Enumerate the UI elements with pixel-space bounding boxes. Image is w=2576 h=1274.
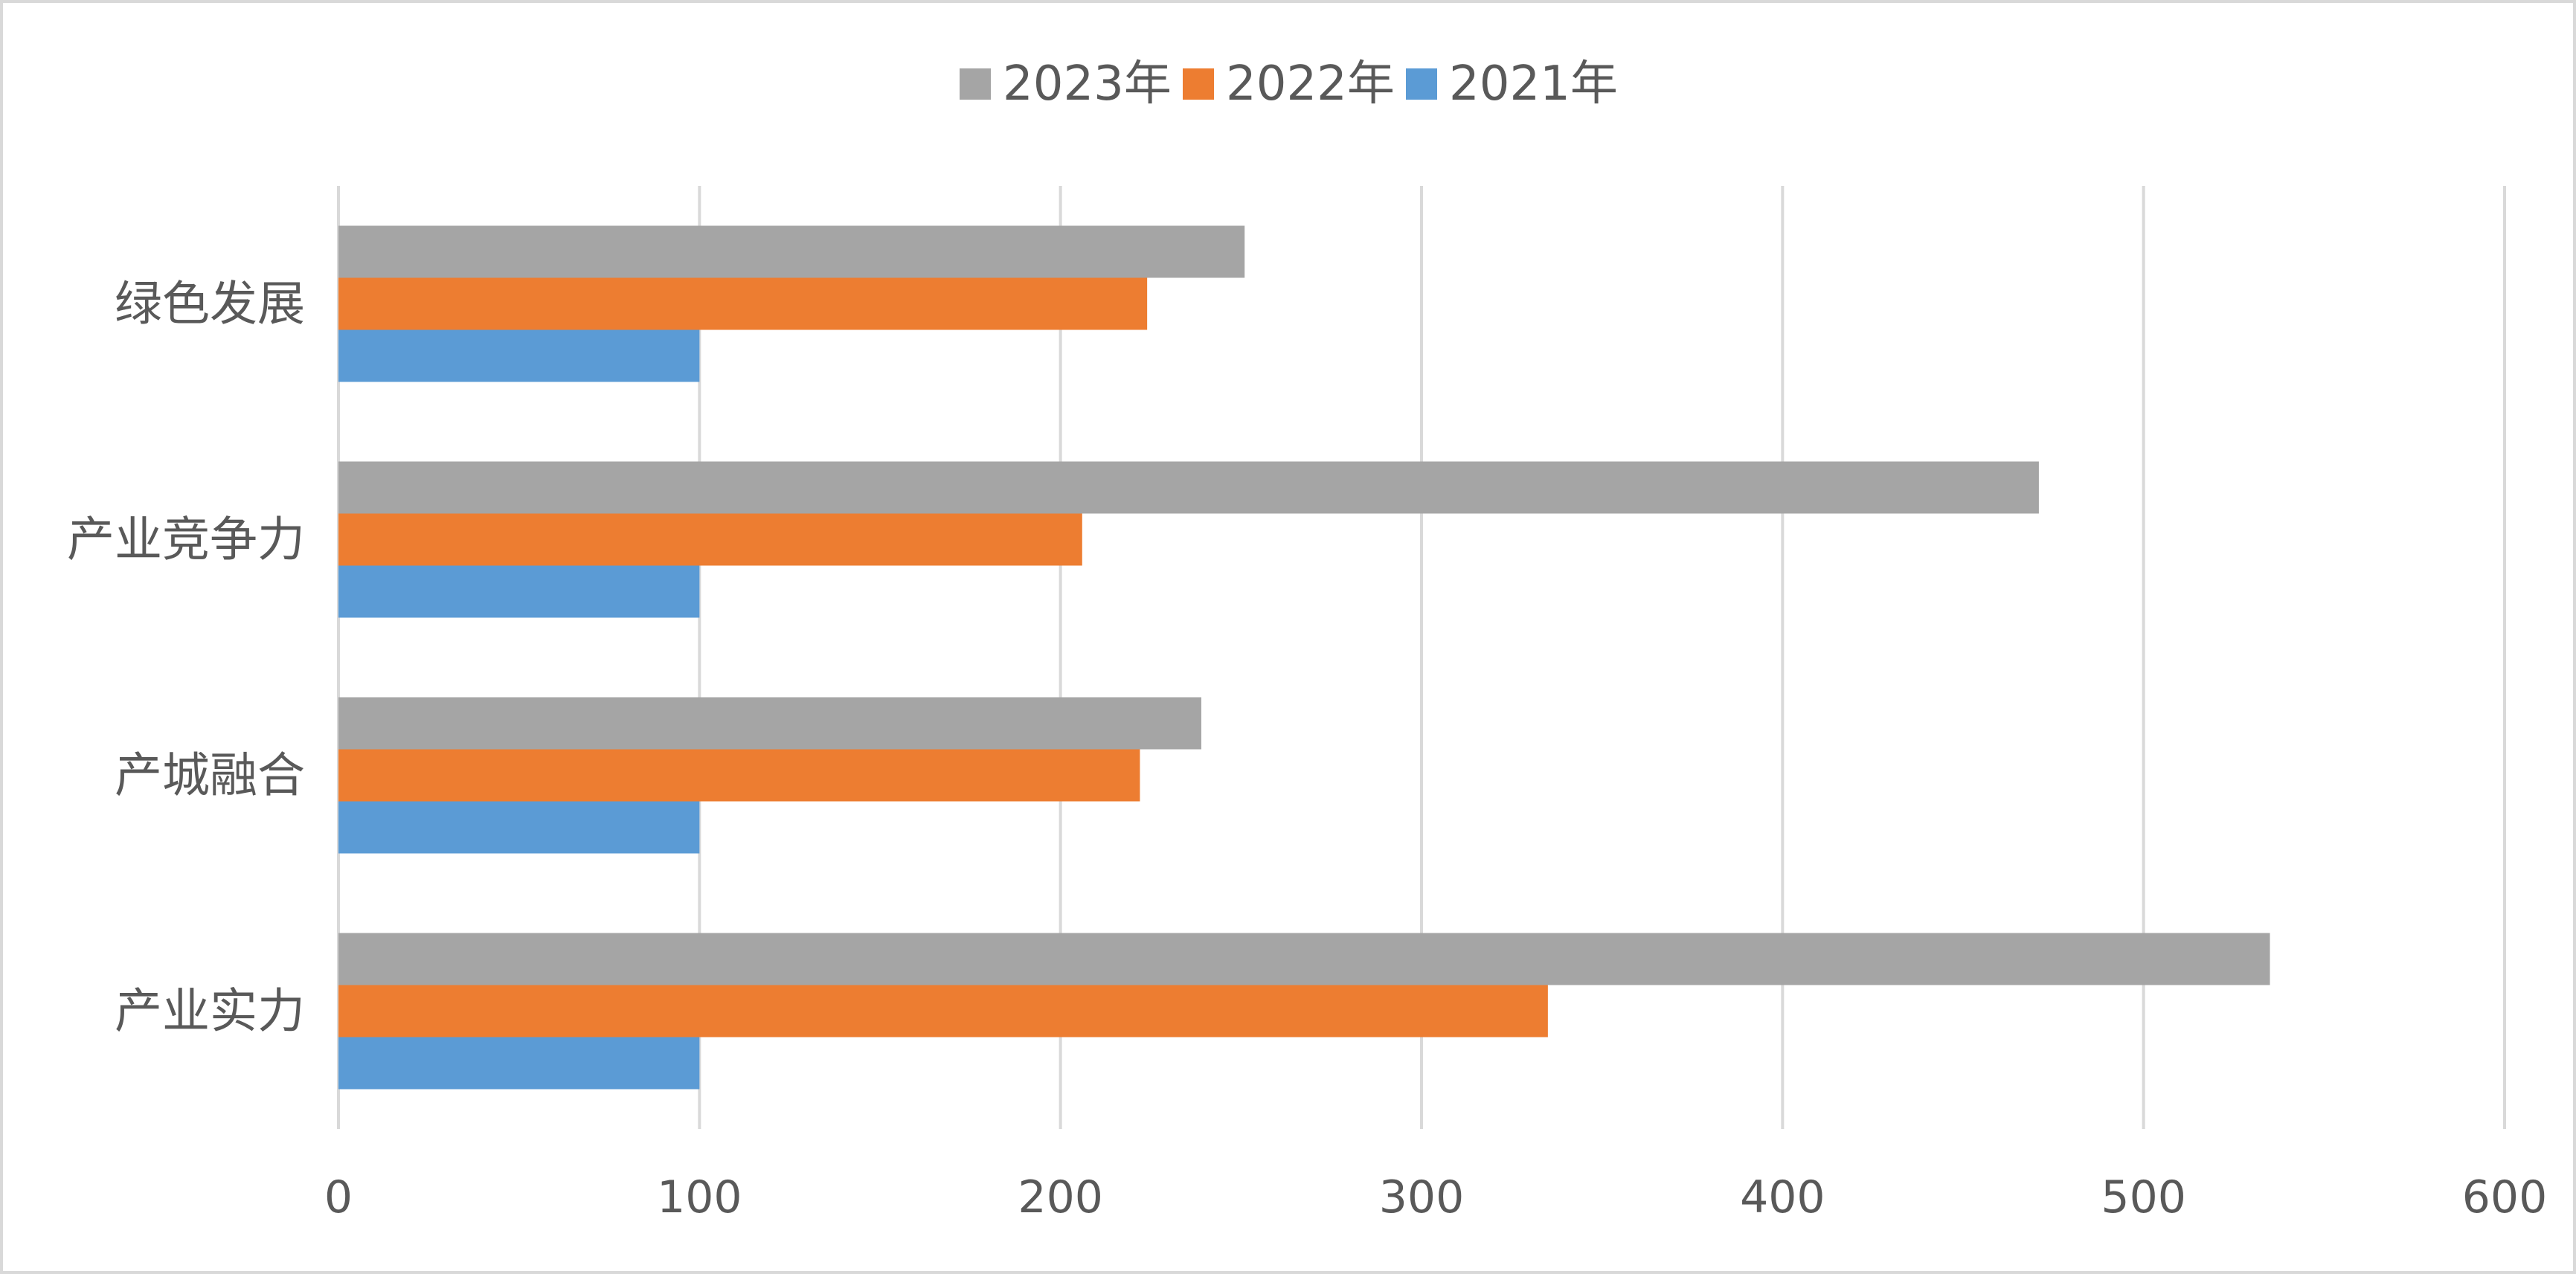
y-category-label: 产业竞争力	[67, 513, 305, 568]
x-tick-label: 300	[1379, 1171, 1465, 1223]
x-tick-label: 0	[324, 1171, 353, 1223]
x-tick-label: 600	[2462, 1171, 2548, 1223]
y-category-label: 产城融合	[115, 749, 305, 804]
bar-2021年-产业竞争力	[338, 565, 700, 618]
bars	[338, 225, 2270, 1090]
y-category-label: 绿色发展	[115, 277, 305, 332]
bar-2021年-产业实力	[338, 1037, 700, 1090]
y-category-label: 产业实力	[115, 985, 305, 1040]
bar-2021年-产城融合	[338, 801, 700, 854]
legend-swatch-2023年	[960, 68, 991, 100]
legend-swatch-2021年	[1406, 68, 1437, 100]
legend-label: 2023年	[1003, 57, 1172, 112]
bar-2023年-产城融合	[338, 697, 1201, 750]
bar-2023年-产业竞争力	[338, 461, 2039, 514]
legend-swatch-2022年	[1183, 68, 1214, 100]
bar-2022年-产城融合	[338, 749, 1140, 802]
bar-2022年-产业竞争力	[338, 513, 1082, 566]
legend-label: 2021年	[1449, 57, 1618, 112]
bar-2023年-产业实力	[338, 933, 2270, 985]
y-axis-category-labels: 产业实力 产城融合 产业竞争力 绿色发展	[67, 277, 305, 1040]
x-axis-tick-labels: 0 100 200 300 400 500 600	[324, 1171, 2547, 1223]
legend: 2023年 2022年 2021年	[960, 57, 1618, 112]
x-tick-label: 200	[1018, 1171, 1103, 1223]
legend-label: 2022年	[1226, 57, 1395, 112]
x-tick-label: 500	[2101, 1171, 2186, 1223]
bar-2022年-产业实力	[338, 985, 1548, 1037]
bar-2021年-绿色发展	[338, 329, 700, 382]
x-tick-label: 400	[1740, 1171, 1825, 1223]
x-tick-label: 100	[657, 1171, 742, 1223]
bar-2022年-绿色发展	[338, 277, 1148, 330]
bar-2023年-绿色发展	[338, 225, 1245, 278]
